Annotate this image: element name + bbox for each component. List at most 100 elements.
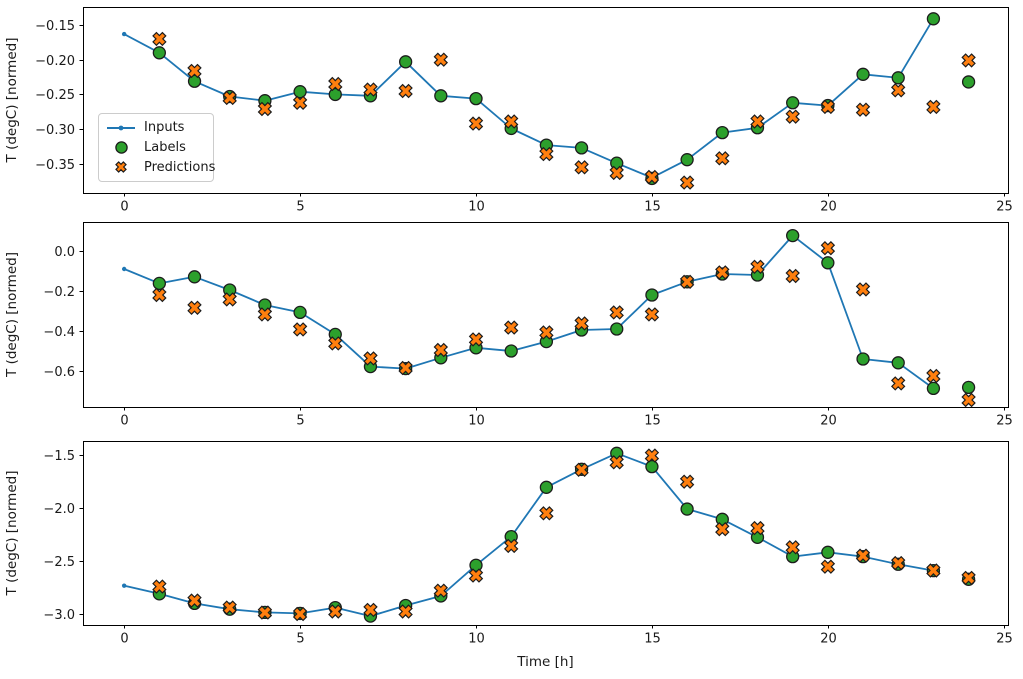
predictions-point [926, 99, 941, 115]
x-tick-label: 10 [468, 200, 485, 215]
legend: Inputs Labels Predictions [98, 113, 215, 182]
predictions-point [574, 462, 589, 478]
predictions-point [750, 114, 765, 129]
y-tick-label: −2.5 [43, 555, 75, 570]
inputs-line [123, 234, 934, 390]
labels-point [293, 85, 307, 99]
predictions-point [292, 606, 308, 622]
legend-label-inputs: Inputs [144, 120, 185, 136]
predictions-point [503, 320, 519, 335]
predictions-point [539, 325, 554, 340]
labels-point [610, 322, 624, 336]
predictions-point [715, 265, 730, 280]
predictions-point [152, 579, 167, 594]
y-axis-label: T (degC) [normed] [4, 38, 20, 164]
predictions-point [609, 165, 624, 181]
x-tick-label: 25 [996, 414, 1013, 429]
predictions-point [609, 305, 624, 320]
predictions-x-icon [105, 159, 137, 175]
labels-point [821, 545, 835, 559]
labels-point [574, 141, 589, 155]
y-tick-label: −0.6 [43, 365, 75, 380]
x-tick-label: 15 [644, 414, 661, 429]
y-tick-label: −2.0 [43, 502, 75, 517]
predictions-point [468, 116, 484, 131]
x-tick-label: 10 [468, 632, 485, 647]
y-tick-label: −3.0 [43, 608, 75, 623]
predictions-point [785, 268, 800, 284]
predictions-point [539, 146, 554, 162]
predictions-point [926, 563, 941, 578]
predictions-point [961, 570, 976, 586]
labels-point [187, 74, 202, 88]
x-tick-label: 20 [820, 632, 837, 647]
predictions-point [750, 520, 765, 536]
predictions-point [644, 448, 660, 463]
y-tick-label: −0.15 [35, 19, 75, 34]
labels-point [539, 480, 554, 494]
y-tick-label: −0.20 [35, 54, 75, 69]
predictions-point [433, 52, 449, 67]
labels-point [961, 380, 976, 395]
predictions-point [433, 342, 449, 358]
labels-point [961, 75, 976, 89]
legend-label-labels: Labels [144, 140, 186, 155]
predictions-point [644, 307, 660, 322]
x-tick-label: 15 [644, 632, 661, 647]
x-axis-label: Time [h] [516, 654, 573, 670]
inputs-point [121, 266, 127, 272]
labels-point [434, 89, 448, 103]
labels-point [152, 46, 167, 60]
predictions-point [539, 506, 554, 521]
predictions-point [890, 83, 906, 98]
predictions-point [574, 160, 589, 175]
predictions-point [574, 316, 589, 331]
y-tick-label: −0.35 [35, 158, 75, 173]
labels-point [821, 256, 835, 270]
labels-point [645, 459, 659, 474]
subplot-3-axes-frame [83, 441, 1009, 626]
x-tick-label: 0 [120, 414, 128, 429]
labels-circle-icon [105, 140, 137, 155]
predictions-point [363, 602, 378, 618]
predictions-point [855, 282, 871, 297]
labels-point [786, 96, 800, 110]
y-tick-label: −0.25 [35, 88, 75, 103]
predictions-point [750, 259, 765, 275]
labels-point [293, 305, 307, 320]
x-tick-label: 20 [820, 414, 837, 429]
predictions-point [328, 76, 343, 92]
predictions-point [222, 292, 237, 307]
predictions-point [398, 360, 413, 376]
labels-point [926, 381, 941, 396]
labels-point [926, 12, 941, 26]
y-axis-label: T (degC) [normed] [4, 252, 20, 378]
legend-item-predictions: Predictions [105, 157, 215, 177]
predictions-point [820, 99, 836, 115]
predictions-point [292, 95, 308, 111]
predictions-point [257, 605, 273, 620]
predictions-point [715, 521, 730, 537]
labels-point [469, 91, 483, 106]
predictions-point [468, 568, 484, 583]
predictions-point [503, 538, 519, 554]
legend-label-predictions: Predictions [144, 159, 216, 175]
x-tick-label: 0 [120, 632, 128, 647]
predictions-point [679, 175, 695, 190]
labels-point [856, 352, 870, 366]
predictions-point [257, 307, 273, 322]
predictions-point [398, 83, 413, 99]
x-tick-label: 20 [820, 200, 837, 215]
labels-point [856, 67, 870, 81]
predictions-point [152, 287, 167, 303]
predictions-point [855, 102, 871, 117]
labels-point [152, 276, 167, 291]
predictions-point [679, 274, 695, 290]
labels-point [328, 87, 342, 102]
x-tick-label: 5 [296, 632, 304, 647]
predictions-point [363, 351, 378, 366]
predictions-point [679, 474, 695, 489]
y-axis-label: T (degC) [normed] [4, 471, 20, 597]
predictions-point [609, 455, 624, 470]
